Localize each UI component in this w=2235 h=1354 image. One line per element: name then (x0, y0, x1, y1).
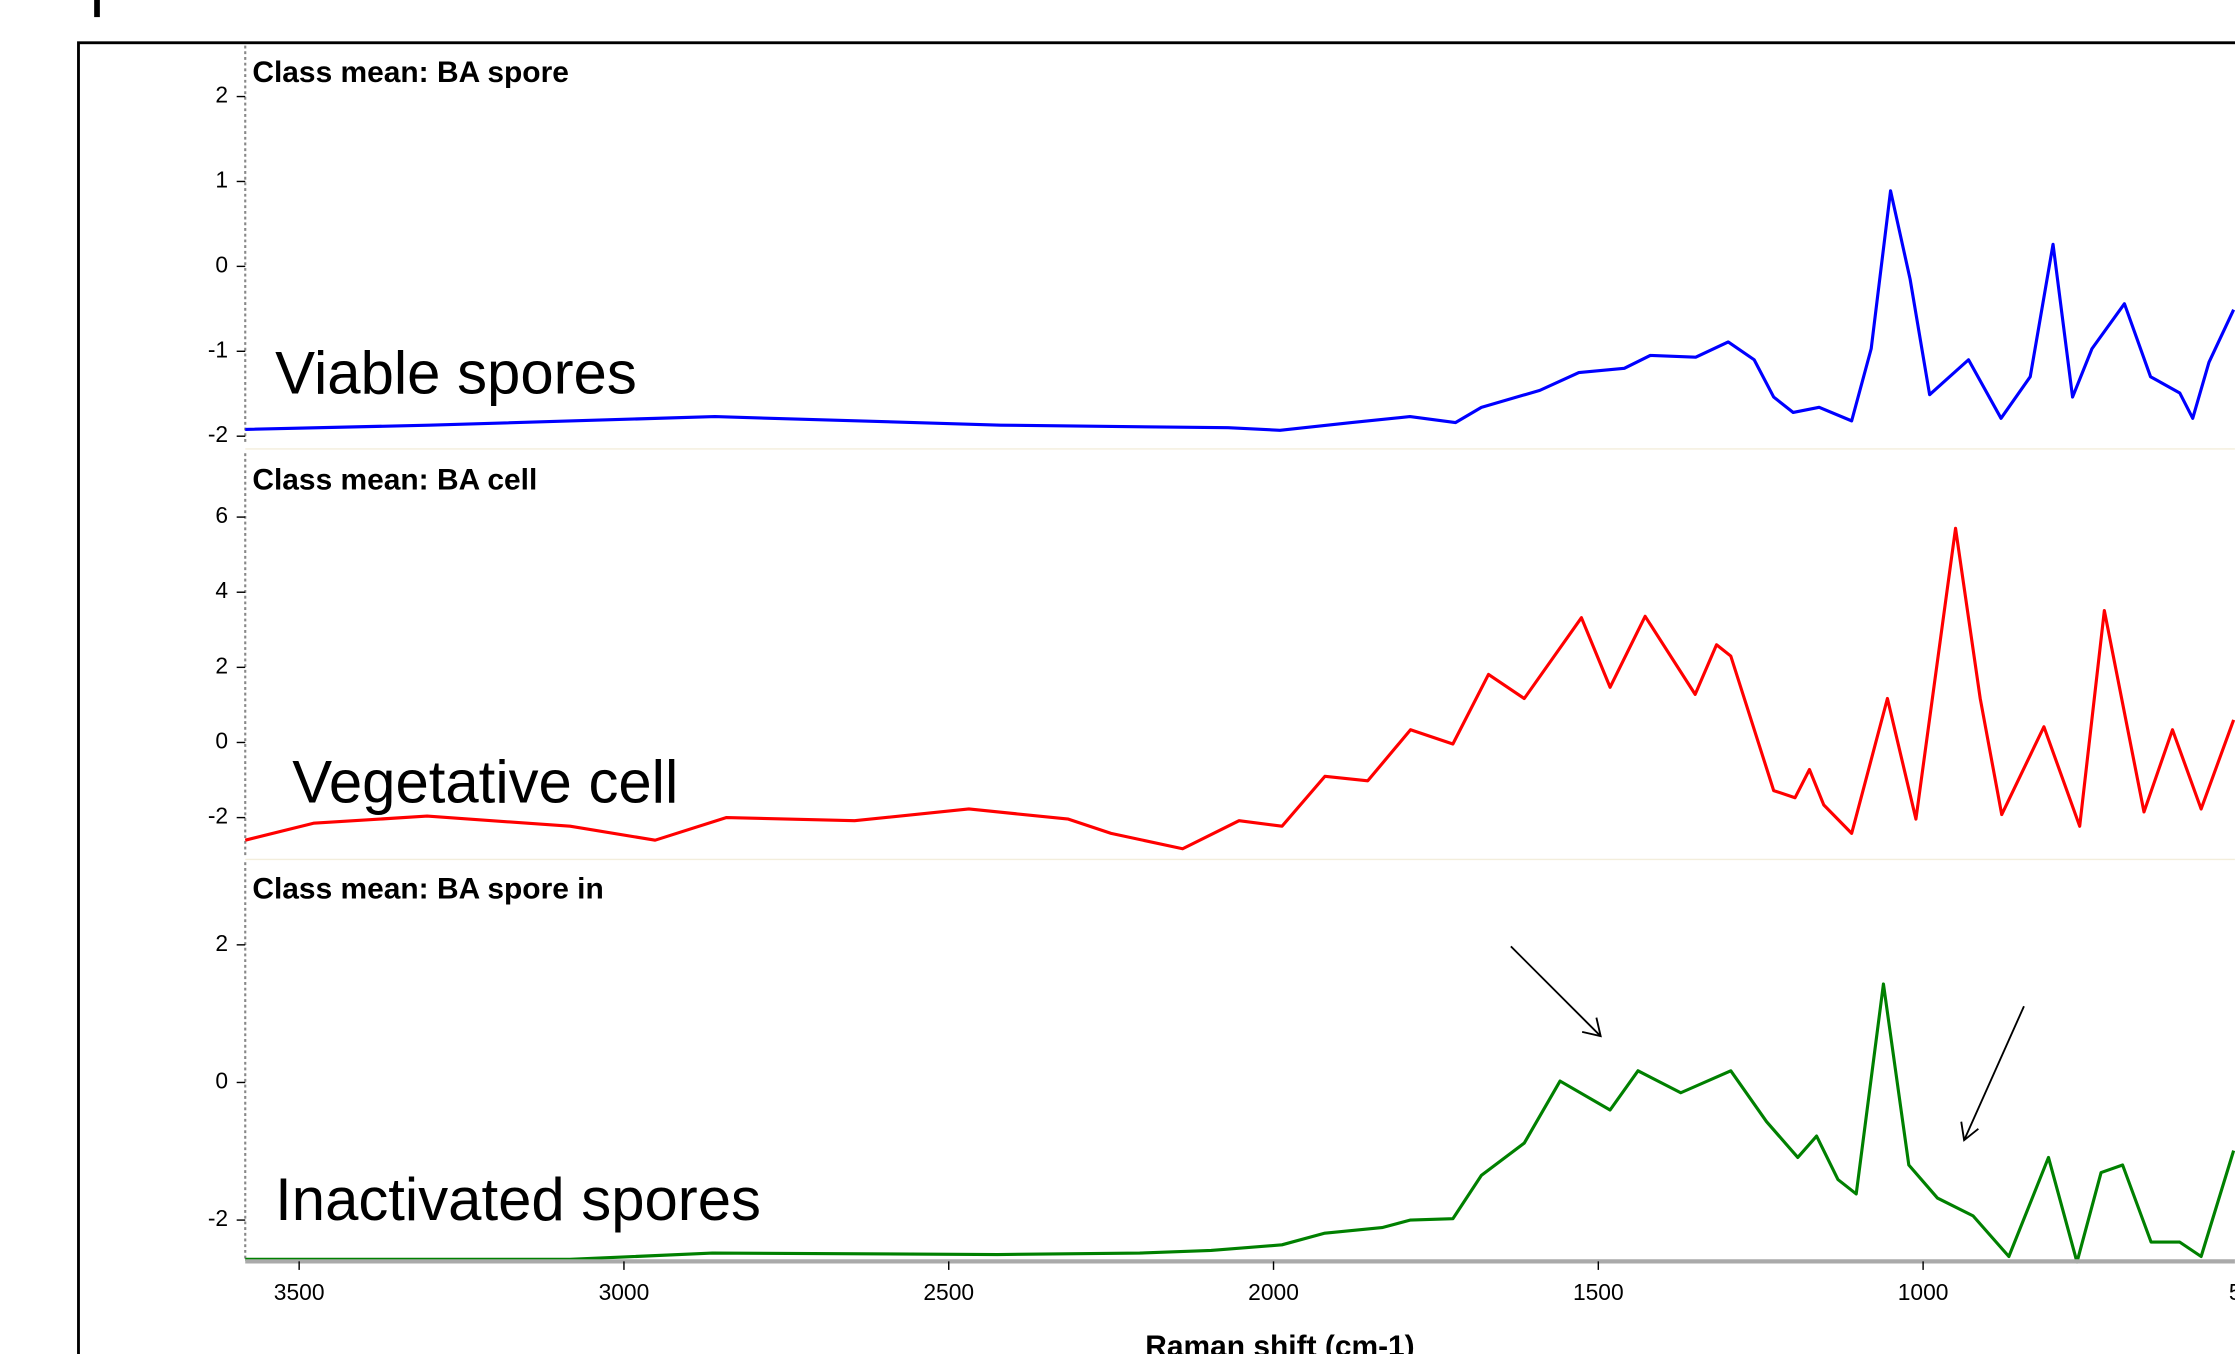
y-tick-label: 2 (215, 652, 228, 678)
arrow-head (1581, 1017, 1602, 1038)
x-tick-label: 3000 (599, 1279, 650, 1305)
y-tick-label: 2 (215, 930, 228, 956)
y-tick-label: 2 (215, 82, 228, 108)
x-axis-label: Raman shift (cm-1) (1145, 1330, 1414, 1354)
x-tick-label: 3500 (274, 1279, 325, 1305)
y-tick-label: -2 (208, 421, 228, 447)
panel-title: Class mean: BA spore (252, 56, 569, 89)
y-tick-label: -1 (208, 336, 228, 362)
y-tick-label: -2 (208, 803, 228, 829)
panel-title: Class mean: BA spore in (252, 873, 603, 906)
annotation: Vegetative cell (292, 749, 678, 816)
x-tick-label: 1000 (1898, 1279, 1949, 1305)
x-tick-label: 500 (2229, 1279, 2235, 1305)
arrow (1963, 1005, 2025, 1141)
spectrum-line (245, 982, 2235, 1264)
annotation: Inactivated spores (275, 1166, 761, 1233)
x-tick-label: 2000 (1248, 1279, 1299, 1305)
y-tick-label: 6 (215, 502, 228, 528)
y-tick-label: 4 (215, 577, 228, 603)
spectrum-line (244, 526, 2235, 851)
annotation: Viable spores (275, 340, 637, 407)
y-tick-label: 0 (215, 251, 228, 277)
arrows (1510, 945, 2025, 1142)
frame (77, 41, 2235, 1354)
arrow (1510, 945, 1602, 1037)
arrow-head (1960, 1121, 1979, 1142)
x-tick-label: 2500 (923, 1279, 974, 1305)
y-tick-label: 0 (215, 727, 228, 753)
panel-title: Class mean: BA cell (252, 464, 537, 497)
y-tick-label: 0 (215, 1067, 228, 1093)
spectrum-line (245, 189, 2235, 432)
x-tick-label: 1500 (1573, 1279, 1624, 1305)
y-tick-label: -2 (208, 1205, 228, 1231)
y-tick-label: 1 (215, 166, 228, 192)
